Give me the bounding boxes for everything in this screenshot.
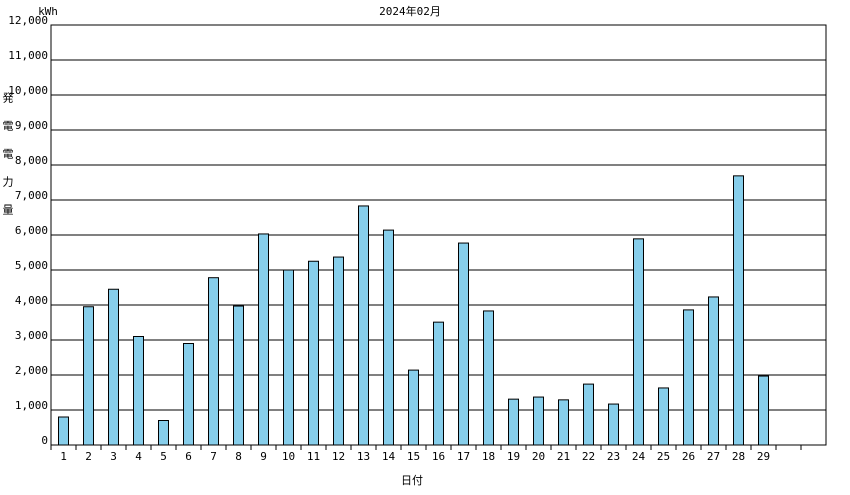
x-tick-label: 3 xyxy=(110,450,117,463)
bar xyxy=(733,175,744,446)
x-tick-label: 18 xyxy=(482,450,495,463)
x-tick-label: 20 xyxy=(532,450,545,463)
bar xyxy=(258,233,269,446)
y-tick-label: 12,000 xyxy=(8,14,48,27)
chart-title: 2024年02月 xyxy=(379,4,441,18)
bar xyxy=(758,375,769,446)
x-tick-label: 6 xyxy=(185,450,192,463)
bar xyxy=(683,309,694,446)
y-tick-label: 5,000 xyxy=(15,259,48,272)
bar xyxy=(233,305,244,446)
x-tick-label: 29 xyxy=(757,450,770,463)
x-tick-label: 7 xyxy=(210,450,217,463)
unit-label: kWh xyxy=(38,5,58,18)
bar xyxy=(458,242,469,446)
y-tick-label: 2,000 xyxy=(15,364,48,377)
x-tick-label: 16 xyxy=(432,450,445,463)
x-tick-label: 28 xyxy=(732,450,745,463)
bar xyxy=(433,321,444,446)
y-tick-label: 8,000 xyxy=(15,154,48,167)
y-tick-label: 10,000 xyxy=(8,84,48,97)
x-tick-label: 12 xyxy=(332,450,345,463)
x-tick-label: 15 xyxy=(407,450,420,463)
y-axis-title: 発電電力量 xyxy=(1,91,14,232)
bar xyxy=(533,396,544,446)
y-tick-label: 1,000 xyxy=(15,399,48,412)
x-tick-label: 9 xyxy=(260,450,267,463)
y-tick-label: 0 xyxy=(41,434,48,447)
x-tick-label: 13 xyxy=(357,450,370,463)
x-tick-label: 8 xyxy=(235,450,242,463)
y-tick-label: 11,000 xyxy=(8,49,48,62)
x-tick-label: 26 xyxy=(682,450,695,463)
bar xyxy=(558,399,569,446)
x-tick-label: 25 xyxy=(657,450,670,463)
x-axis-title: 日付 xyxy=(401,474,423,487)
y-tick-label: 4,000 xyxy=(15,294,48,307)
bar xyxy=(208,277,219,446)
bar xyxy=(358,205,369,446)
bar xyxy=(583,383,594,446)
bar xyxy=(333,256,344,446)
x-tick-label: 17 xyxy=(457,450,470,463)
x-tick-label: 10 xyxy=(282,450,295,463)
x-tick-label: 11 xyxy=(307,450,320,463)
x-tick-label: 23 xyxy=(607,450,620,463)
x-tick-label: 2 xyxy=(85,450,92,463)
bar xyxy=(308,260,319,446)
bar xyxy=(83,306,94,446)
bar xyxy=(383,229,394,446)
x-tick-label: 4 xyxy=(135,450,142,463)
bar xyxy=(183,343,194,446)
x-tick-label: 1 xyxy=(60,450,67,463)
x-tick-label: 14 xyxy=(382,450,396,463)
bar xyxy=(108,288,119,446)
x-tick-label: 21 xyxy=(557,450,570,463)
x-tick-label: 27 xyxy=(707,450,720,463)
bar xyxy=(508,398,519,446)
bar xyxy=(58,416,69,446)
bar xyxy=(658,387,669,446)
x-tick-label: 22 xyxy=(582,450,595,463)
x-tick-label: 24 xyxy=(632,450,646,463)
bar xyxy=(633,238,644,446)
y-tick-label: 3,000 xyxy=(15,329,48,342)
y-tick-label: 9,000 xyxy=(15,119,48,132)
y-tick-label: 6,000 xyxy=(15,224,48,237)
x-tick-label: 5 xyxy=(160,450,167,463)
bar xyxy=(133,336,144,446)
bar xyxy=(283,269,294,446)
bar xyxy=(158,420,169,446)
y-tick-label: 7,000 xyxy=(15,189,48,202)
bar xyxy=(608,403,619,446)
bar xyxy=(708,296,719,446)
bar xyxy=(483,310,494,446)
bar xyxy=(408,369,419,446)
x-tick-label: 19 xyxy=(507,450,520,463)
